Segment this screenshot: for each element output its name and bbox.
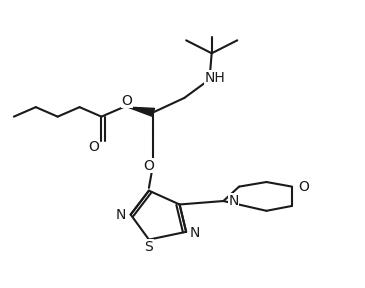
Text: N: N [228, 194, 239, 208]
Text: O: O [298, 180, 309, 194]
Text: NH: NH [205, 71, 226, 85]
Text: N: N [190, 226, 200, 240]
Text: S: S [145, 240, 153, 254]
Text: O: O [122, 94, 132, 108]
Text: N: N [115, 208, 126, 221]
Polygon shape [128, 107, 154, 116]
Text: O: O [143, 159, 154, 173]
Text: O: O [89, 141, 100, 154]
